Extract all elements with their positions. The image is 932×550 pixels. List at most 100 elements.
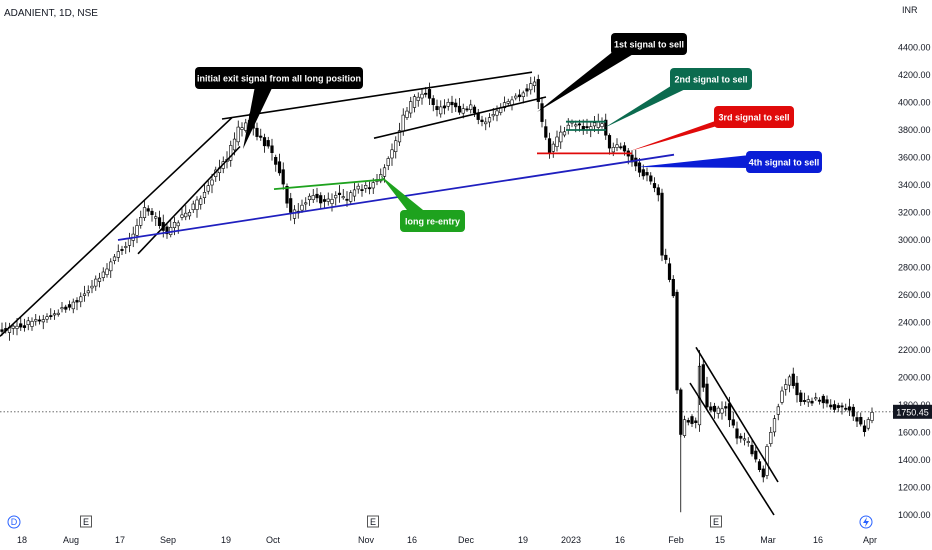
dividend-marker[interactable]: D <box>7 515 21 529</box>
y-tick-label: 4200.00 <box>898 70 931 80</box>
candle <box>776 403 780 421</box>
earnings-marker[interactable]: E <box>80 515 92 528</box>
candle <box>307 193 312 206</box>
candle <box>439 100 443 118</box>
x-tick-label: 2023 <box>561 535 581 545</box>
x-tick-label: 17 <box>115 535 125 545</box>
candle <box>559 125 563 149</box>
candle <box>664 248 668 264</box>
x-tick-label: 19 <box>518 535 528 545</box>
candle <box>412 94 417 113</box>
candle <box>405 106 409 121</box>
candle <box>75 297 79 311</box>
candle <box>690 414 694 428</box>
candle <box>487 113 492 128</box>
candle <box>506 98 510 107</box>
exit-signal-callout-text: initial exit signal from all long positi… <box>197 74 361 84</box>
x-tick-label: 16 <box>407 535 417 545</box>
y-tick-label: 3000.00 <box>898 235 931 245</box>
y-tick-label: 2800.00 <box>898 263 931 273</box>
candle <box>671 275 675 298</box>
y-tick-label: 2200.00 <box>898 345 931 355</box>
candle <box>109 258 113 278</box>
earnings-marker[interactable]: E <box>710 515 722 528</box>
candle <box>154 212 158 226</box>
candle <box>465 106 469 112</box>
candle <box>795 376 799 403</box>
candle <box>34 314 38 326</box>
sell-signal-3-callout-text: 3rd signal to sell <box>718 113 789 123</box>
candle <box>544 119 548 141</box>
candle <box>416 92 420 107</box>
candle <box>457 97 462 115</box>
candle <box>705 376 709 411</box>
candle <box>97 272 102 288</box>
candle <box>184 205 188 221</box>
candle <box>191 200 195 214</box>
candle <box>615 138 619 152</box>
candle <box>334 191 338 206</box>
candle <box>772 415 777 437</box>
candle <box>202 184 207 204</box>
candle <box>619 142 623 150</box>
x-tick-label: 19 <box>221 535 231 545</box>
candle <box>49 308 53 320</box>
candle <box>562 127 567 138</box>
x-tick-label: Feb <box>668 535 684 545</box>
candle <box>67 300 72 311</box>
candles <box>0 74 874 513</box>
x-tick-label: Sep <box>160 535 176 545</box>
candle <box>274 154 278 172</box>
candle <box>90 280 94 294</box>
candle <box>116 244 120 262</box>
candle <box>187 209 192 220</box>
candle <box>814 392 818 401</box>
candle <box>394 136 398 159</box>
candle <box>352 182 357 202</box>
x-tick-label: Dec <box>458 535 475 545</box>
candle <box>521 90 525 104</box>
exit-signal-callout: initial exit signal from all long positi… <box>195 67 363 149</box>
candle <box>442 99 447 115</box>
sell-signal-3-callout: 3rd signal to sell <box>630 106 794 151</box>
candle <box>540 96 544 128</box>
candle <box>101 267 105 282</box>
x-axis[interactable]: 18 Aug 17 Sep 19 Oct Nov 16 Dec 19 2023 16 Feb 15 Mar 1… <box>17 535 877 545</box>
candle <box>37 315 42 325</box>
candle <box>555 130 559 152</box>
candle <box>832 400 837 413</box>
y-tick-label: 2400.00 <box>898 318 931 328</box>
x-tick-label: 16 <box>615 535 625 545</box>
candle <box>866 417 870 431</box>
candle <box>607 133 612 155</box>
candle <box>41 314 45 330</box>
lightning-icon[interactable] <box>859 515 873 529</box>
candle <box>105 263 109 278</box>
candle <box>825 395 829 408</box>
candle <box>806 395 810 407</box>
candle <box>259 128 263 141</box>
candle <box>754 446 758 463</box>
candle <box>851 404 855 421</box>
y-tick-label: 1200.00 <box>898 483 931 493</box>
svg-text:D: D <box>11 517 18 527</box>
candle <box>82 285 87 302</box>
y-tick-label: 2000.00 <box>898 373 931 383</box>
candle <box>262 133 267 153</box>
candle <box>859 412 863 427</box>
candle <box>604 113 608 140</box>
y-tick-label: 4400.00 <box>898 43 931 53</box>
candle <box>701 358 705 392</box>
earnings-marker[interactable]: E <box>367 515 379 528</box>
candle <box>757 459 762 473</box>
candle <box>784 378 788 396</box>
candle <box>446 98 450 111</box>
last-price-tag: 1750.45 <box>893 404 932 419</box>
x-tick-label: 18 <box>17 535 27 545</box>
candle <box>71 298 75 314</box>
candle <box>829 399 833 410</box>
candle <box>660 188 664 262</box>
top-resistance-line <box>221 71 533 120</box>
down-channel-upper-line <box>695 346 779 483</box>
